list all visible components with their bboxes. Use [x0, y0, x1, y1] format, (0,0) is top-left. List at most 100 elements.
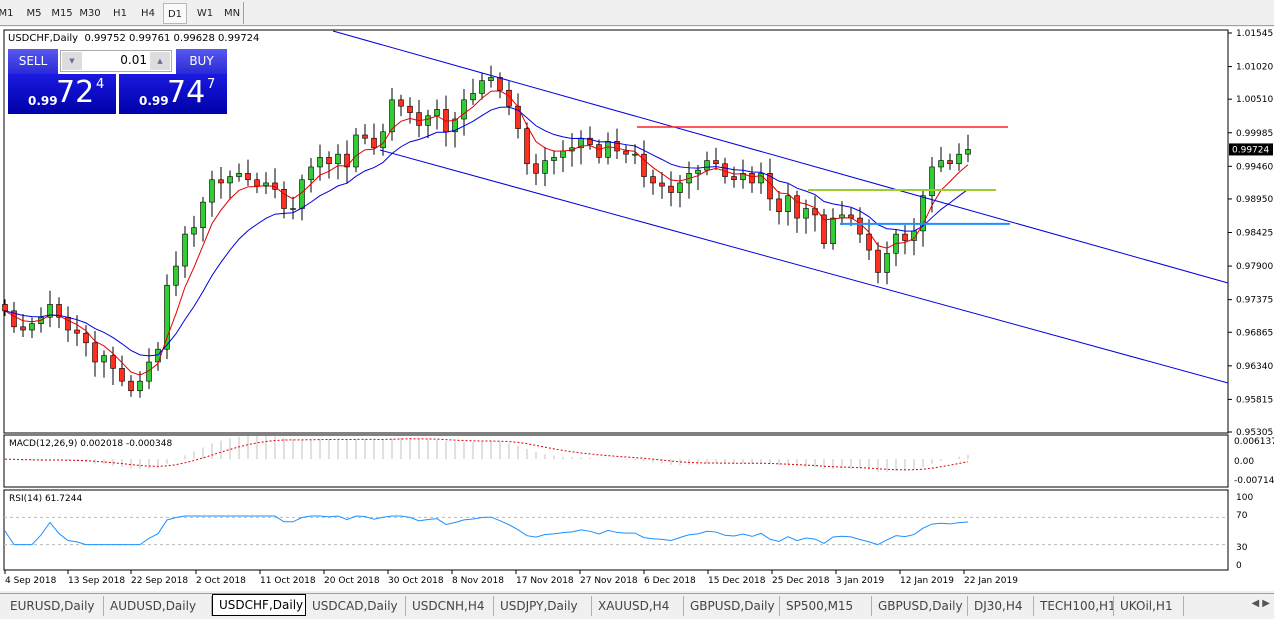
candle-body	[533, 163, 539, 174]
rsi-pane-frame	[3, 489, 1229, 571]
symbol-tab[interactable]: SP500,M15	[780, 596, 872, 616]
date-axis-label: 3 Jan 2019	[836, 576, 884, 586]
candle-body	[947, 160, 953, 165]
main-pane-frame	[3, 29, 1229, 434]
date-axis-label: 8 Nov 2018	[452, 576, 504, 586]
candle-body	[668, 185, 674, 193]
current-price-label: 0.99724	[1232, 145, 1269, 155]
buy-button[interactable]: BUY	[176, 49, 227, 74]
chart-canvas[interactable]: 1.01545 1.01020 1.00510 0.99985 0.99460 0.989…	[0, 27, 1274, 591]
symbol-tab[interactable]: EURUSD,Daily	[4, 596, 104, 616]
timeframe-toolbar: M1 M5 M15 M30 H1 H4 D1 W1 MN	[0, 0, 1274, 26]
timeframe-mn[interactable]: MN	[223, 8, 241, 19]
candle-body	[164, 284, 170, 350]
slow-moving-average-line	[4, 106, 969, 357]
chart-window[interactable]: 1.01545 1.01020 1.00510 0.99985 0.99460 0.989…	[0, 27, 1274, 591]
candle-body	[200, 201, 206, 229]
candle-body	[965, 149, 971, 155]
one-click-trading-panel: SELL ▼ 0.01 ▲ BUY 0.99 72 4 0.99 74 7	[8, 49, 227, 114]
timeframe-h4[interactable]: H4	[141, 8, 155, 19]
candle-body	[29, 323, 35, 331]
price-axis-label: 0.98950	[1236, 195, 1273, 205]
symbol-tab[interactable]: USDCAD,Daily	[306, 596, 406, 616]
candle-body	[821, 214, 827, 244]
rsi-axis-label: 70	[1236, 511, 1248, 521]
candle-body	[695, 169, 701, 174]
candle-body	[227, 176, 233, 184]
symbol-tab[interactable]: USDCNH,H4	[406, 596, 494, 616]
buy-price-prefix: 0.99	[139, 94, 169, 108]
timeframe-m30[interactable]: M30	[79, 8, 101, 19]
symbol-tab[interactable]: AUDUSD,Daily	[104, 596, 212, 616]
date-axis-label: 27 Nov 2018	[580, 576, 638, 586]
timeframe-m1[interactable]: M1	[0, 8, 14, 19]
candle-body	[713, 160, 719, 165]
symbol-tab[interactable]: USDCHF,Daily	[212, 594, 306, 616]
candle-body	[866, 233, 872, 251]
timeframe-m15[interactable]: M15	[51, 8, 73, 19]
price-axis-label: 0.97900	[1236, 262, 1273, 272]
date-axis-label: 17 Nov 2018	[516, 576, 574, 586]
candle-body	[362, 134, 368, 139]
sell-price-prefix: 0.99	[28, 94, 58, 108]
symbol-tab[interactable]: GBPUSD,Daily	[684, 596, 780, 616]
candle-body	[902, 233, 908, 241]
symbol-tab-bar: EURUSD,Daily AUDUSD,Daily USDCHF,Daily USDC…	[0, 593, 1274, 619]
candle-body	[308, 166, 314, 181]
symbol-tab[interactable]: XAUUSD,H4	[592, 596, 684, 616]
price-axis-label: 0.96865	[1236, 328, 1273, 338]
candle-body	[263, 182, 269, 187]
symbol-tab[interactable]: TECH100,H1	[1034, 596, 1114, 616]
chart-title: USDCHF,Daily 0.99752 0.99761 0.99628 0.9…	[8, 33, 260, 44]
candle-body	[560, 150, 566, 158]
sell-price[interactable]: 0.99 72 4	[8, 74, 116, 114]
candle-body	[749, 173, 755, 184]
symbol-tab[interactable]: USDJPY,Daily	[494, 596, 592, 616]
price-axis-label: 0.97375	[1236, 296, 1273, 306]
tab-scroll-arrows-icon[interactable]: ◀ ▶	[1251, 598, 1270, 609]
candle-body	[11, 310, 17, 328]
timeframe-h1[interactable]: H1	[113, 8, 127, 19]
fast-moving-average-line	[4, 90, 969, 376]
candle-body	[551, 157, 557, 161]
rsi-axis-label: 30	[1236, 543, 1248, 553]
candle-body	[416, 112, 422, 126]
candle-body	[434, 109, 440, 117]
lot-decrease-icon[interactable]: ▼	[62, 52, 82, 70]
channel-upper-line	[332, 30, 1229, 284]
timeframe-w1[interactable]: W1	[196, 8, 214, 19]
lot-size-value[interactable]: 0.01	[120, 53, 147, 67]
candle-body	[956, 153, 962, 165]
lot-increase-icon[interactable]: ▲	[150, 52, 170, 70]
candle-body	[938, 160, 944, 168]
candle-body	[398, 99, 404, 107]
candle-body	[794, 195, 800, 219]
macd-pane-frame	[3, 434, 1229, 488]
macd-axis-label: 0.006137	[1234, 437, 1274, 447]
symbol-tab[interactable]: UKOil,H1	[1114, 596, 1184, 616]
candle-body	[659, 182, 665, 187]
candle-body	[83, 332, 89, 344]
candle-body	[326, 157, 332, 165]
timeframe-m5[interactable]: M5	[26, 8, 42, 19]
date-axis-label: 22 Jan 2019	[964, 576, 1018, 586]
date-axis-label: 12 Jan 2019	[900, 576, 954, 586]
date-axis-label: 25 Dec 2018	[772, 576, 830, 586]
price-axis-label: 1.00510	[1236, 95, 1273, 105]
candle-body	[353, 134, 359, 168]
candle-body	[110, 355, 116, 369]
price-axis-label: 0.95815	[1236, 395, 1273, 405]
timeframe-d1[interactable]: D1	[163, 3, 187, 24]
symbol-tab[interactable]: GBPUSD,Daily	[872, 596, 968, 616]
toolbar-separator	[243, 2, 244, 24]
candle-body	[128, 380, 134, 392]
candle-body	[614, 141, 620, 152]
current-price-marker	[1229, 143, 1273, 156]
symbol-tab[interactable]: DJ30,H4	[968, 596, 1034, 616]
lot-size-stepper[interactable]: ▼ 0.01 ▲	[60, 50, 172, 72]
price-axis-label: 1.01545	[1236, 29, 1273, 39]
candle-body	[605, 141, 611, 158]
buy-price[interactable]: 0.99 74 7	[119, 74, 227, 114]
sell-button[interactable]: SELL	[8, 49, 58, 74]
date-axis-label: 22 Sep 2018	[131, 576, 188, 586]
